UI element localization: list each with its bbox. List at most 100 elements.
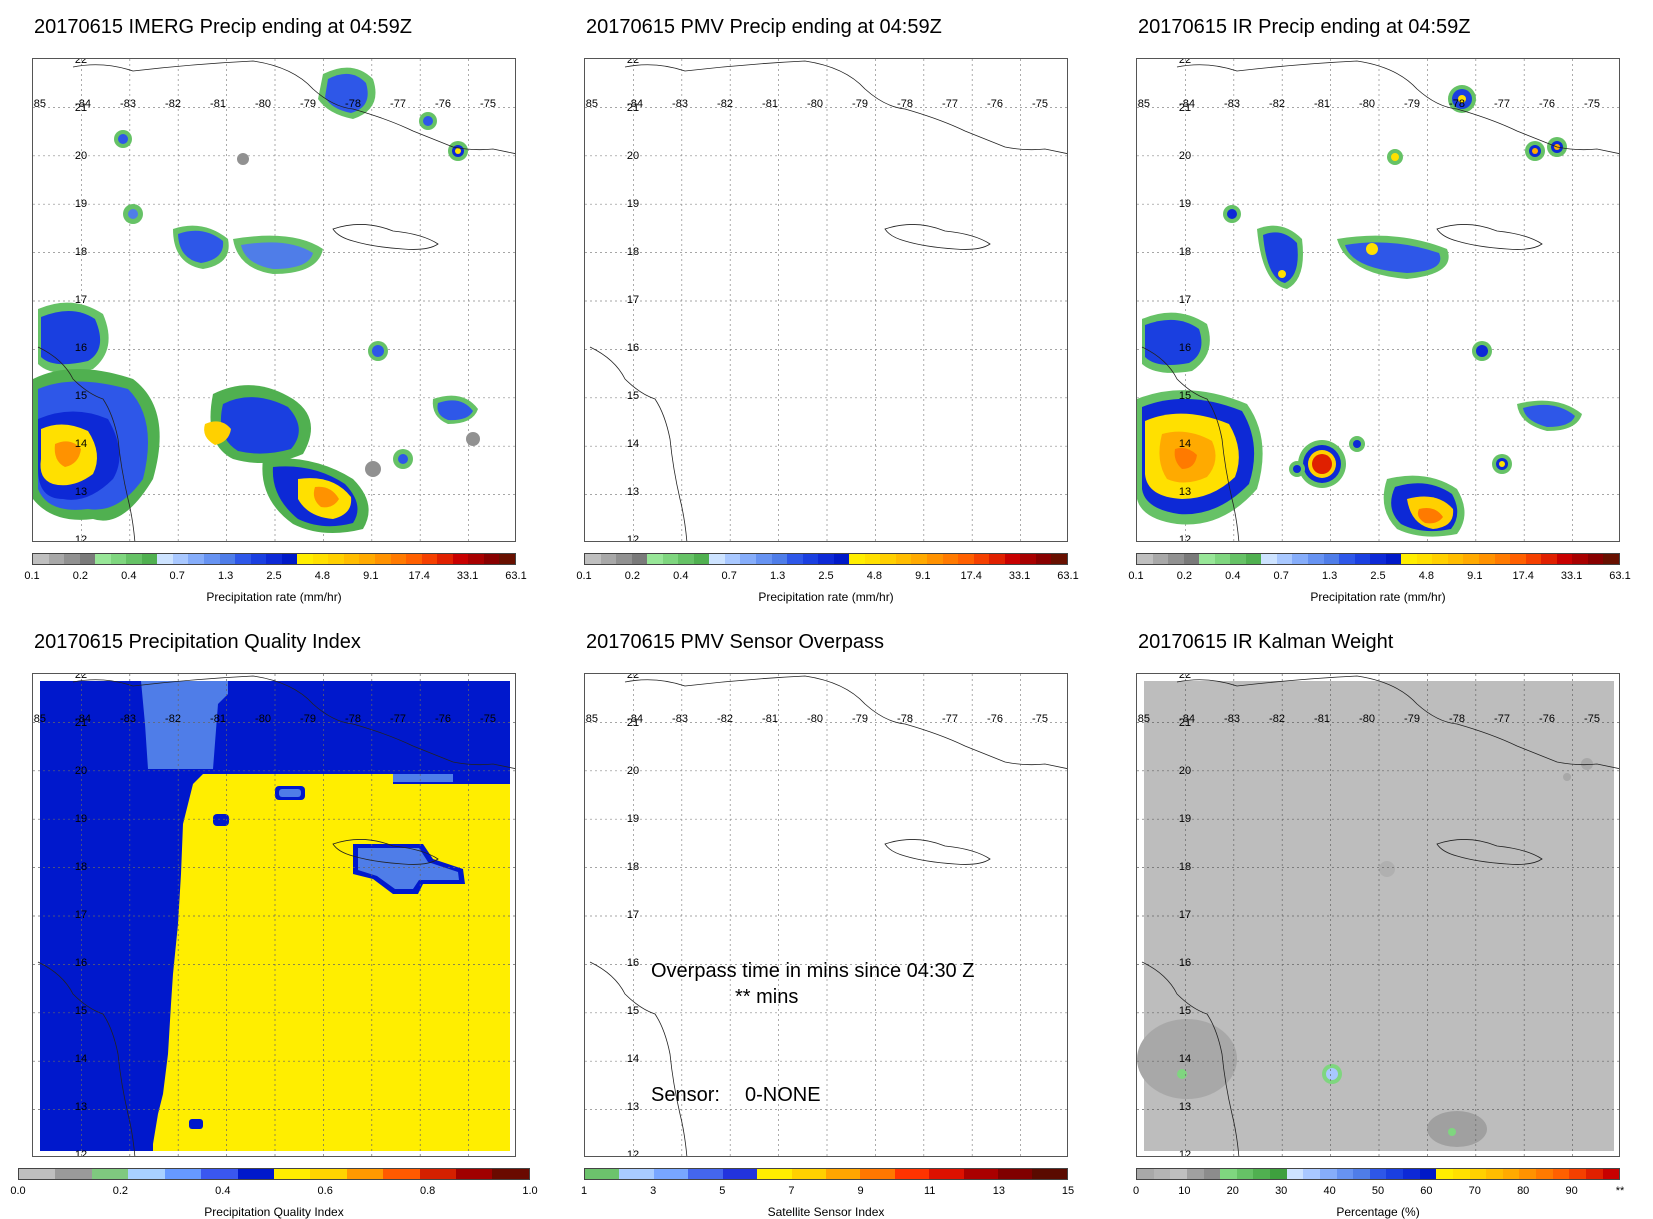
colorbar-tick-label: 0.7 bbox=[1273, 570, 1289, 582]
colorbar-swatch bbox=[1419, 1169, 1437, 1179]
colorbar-tick-label: 0.4 bbox=[121, 570, 137, 582]
lon-label: -82 bbox=[1269, 98, 1285, 110]
colorbar-swatch bbox=[1502, 1169, 1520, 1179]
colorbar-swatch bbox=[1486, 1169, 1503, 1179]
colorbar-swatch bbox=[1186, 1169, 1204, 1179]
colorbar-swatch bbox=[1004, 554, 1021, 564]
sensor-label: Sensor: bbox=[651, 1084, 720, 1106]
colorbar-tick-label: 15 bbox=[1061, 1185, 1075, 1197]
lat-label: 17 bbox=[75, 294, 87, 306]
colorbar-tick-label: 33.1 bbox=[456, 570, 479, 582]
colorbar-ticks: 0 10 20 30 40 50 60 70 80 90 ** bbox=[1133, 1185, 1624, 1199]
colorbar-swatch bbox=[1032, 1169, 1067, 1179]
lat-label: 14 bbox=[75, 438, 87, 450]
lon-label: -81 bbox=[762, 98, 778, 110]
colorbar-swatch bbox=[1552, 1169, 1570, 1179]
map-pmv: -85 -84 -83 -82 -81 -80 -79 -78 -77 -76 -75 22 21 20 1… bbox=[584, 58, 1068, 542]
colorbar-tick-label: 90 bbox=[1565, 1185, 1578, 1197]
lon-label: -76 bbox=[987, 98, 1003, 110]
colorbar-tick-label: 1.0 bbox=[522, 1185, 538, 1197]
lat-label: 19 bbox=[1179, 813, 1191, 825]
colorbar-swatch bbox=[1494, 554, 1511, 564]
lat-label: 14 bbox=[627, 438, 639, 450]
colorbar-tick-label: 2.5 bbox=[266, 570, 282, 582]
colorbar-swatch bbox=[894, 1169, 930, 1179]
colorbar-swatch bbox=[1308, 554, 1324, 564]
colorbar-swatch bbox=[818, 554, 834, 564]
colorbar-swatch bbox=[1603, 554, 1619, 564]
colorbar-swatch bbox=[616, 554, 632, 564]
coastline bbox=[37, 961, 136, 1156]
colorbar-swatch bbox=[1168, 554, 1184, 564]
lat-label: 15 bbox=[1179, 390, 1191, 402]
colorbar-swatch bbox=[802, 554, 819, 564]
lat-label: 22 bbox=[75, 59, 87, 66]
colorbar-tick-label: 1.3 bbox=[769, 570, 786, 582]
colorbar-swatch bbox=[346, 1169, 384, 1179]
lon-label: -83 bbox=[120, 98, 136, 110]
lon-label: -77 bbox=[1494, 713, 1510, 725]
colorbar-tick-label: 11 bbox=[923, 1185, 936, 1197]
lon-label: -75 bbox=[480, 713, 496, 725]
lon-label: -82 bbox=[165, 98, 181, 110]
lon-label: -81 bbox=[210, 98, 226, 110]
colorbar-swatch bbox=[456, 1169, 493, 1179]
colorbar-swatch bbox=[1323, 554, 1340, 564]
colorbar-swatch bbox=[452, 554, 469, 564]
colorbar-swatch bbox=[235, 554, 251, 564]
lat-label: 13 bbox=[75, 1101, 87, 1113]
colorbar-tick-label: 0.4 bbox=[673, 570, 689, 582]
lat-label: 22 bbox=[75, 674, 87, 681]
colorbar-tick-label: 0.4 bbox=[215, 1185, 231, 1197]
colorbar-swatch bbox=[998, 1169, 1033, 1179]
lon-label: -84 bbox=[75, 713, 91, 725]
lon-label: -85 bbox=[1137, 713, 1150, 725]
colorbar-swatch bbox=[1369, 1169, 1387, 1179]
lon-label: -81 bbox=[210, 713, 226, 725]
coastline bbox=[37, 346, 136, 541]
colorbar-swatch bbox=[375, 554, 391, 564]
colorbar-tick-label: 13 bbox=[992, 1185, 1005, 1197]
lat-label: 19 bbox=[627, 198, 639, 210]
colorbar-tick-label: 60 bbox=[1420, 1185, 1433, 1197]
lat-label: 13 bbox=[627, 486, 639, 498]
map-imerg: -85 -84 -83 -82 -81 -80 -79 -78 -77 -76 -75 22 21 20 1… bbox=[32, 58, 516, 542]
colorbar-tick-label: 2.5 bbox=[1370, 570, 1386, 582]
coastline bbox=[332, 224, 439, 250]
lon-label: -79 bbox=[852, 713, 868, 725]
colorbar-swatch bbox=[1203, 1169, 1221, 1179]
colorbar-swatch bbox=[585, 554, 601, 564]
colorbar-swatch bbox=[860, 1169, 895, 1179]
colorbar-swatch bbox=[1137, 1169, 1154, 1179]
colorbar-swatch bbox=[204, 554, 220, 564]
lon-label: -80 bbox=[255, 713, 271, 725]
colorbar-swatch bbox=[188, 554, 205, 564]
colorbar-swatch bbox=[756, 554, 772, 564]
colorbar bbox=[584, 553, 1068, 565]
colorbar-tick-label: 9.1 bbox=[1467, 570, 1483, 582]
colorbar-tick-label: 0.7 bbox=[169, 570, 185, 582]
colorbar-tick-label: 0.7 bbox=[721, 570, 737, 582]
lat-label: 17 bbox=[1179, 294, 1191, 306]
colorbar-tick-label: 0.4 bbox=[1225, 570, 1241, 582]
colorbar-swatch bbox=[390, 554, 407, 564]
colorbar-swatch bbox=[1602, 1169, 1620, 1179]
panel-title: 20170615 PMV Sensor Overpass bbox=[586, 631, 884, 653]
colorbar-swatch bbox=[1292, 554, 1309, 564]
lat-label: 14 bbox=[1179, 438, 1191, 450]
lon-label: -75 bbox=[1584, 98, 1600, 110]
colorbar-tick-label: 0.6 bbox=[317, 1185, 333, 1197]
panel-title: 20170615 IMERG Precip ending at 04:59Z bbox=[34, 16, 413, 38]
lon-label: -78 bbox=[897, 98, 913, 110]
colorbar-swatch bbox=[343, 554, 360, 564]
lon-label: -83 bbox=[672, 713, 688, 725]
colorbar-tick-label: 17.4 bbox=[1512, 570, 1534, 582]
colorbar-tick-label: 1 bbox=[580, 1185, 588, 1197]
colorbar-label: Precipitation rate (mm/hr) bbox=[206, 590, 342, 604]
colorbar-swatch bbox=[297, 554, 313, 564]
colorbar-swatch bbox=[250, 554, 267, 564]
lat-label: 12 bbox=[627, 1149, 639, 1157]
colorbar-swatch bbox=[91, 1169, 129, 1179]
colorbar-swatch bbox=[1020, 554, 1036, 564]
colorbar-swatch bbox=[693, 554, 710, 564]
